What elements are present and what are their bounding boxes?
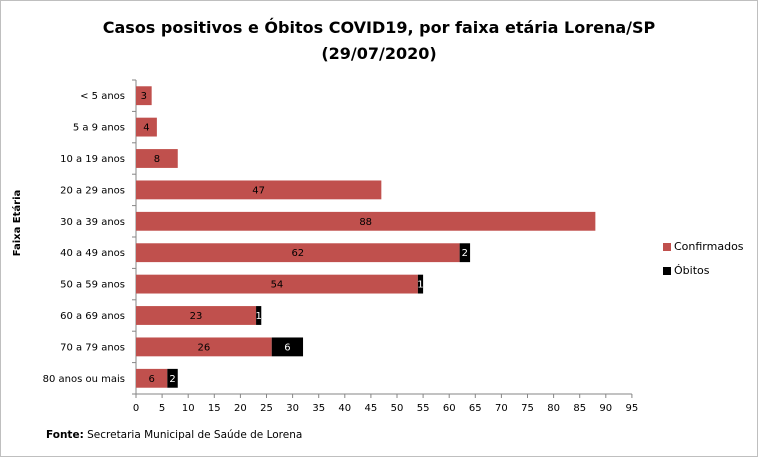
bar-obitos xyxy=(417,274,424,294)
x-tick-label: 35 xyxy=(312,403,325,414)
data-label-obitos: 1 xyxy=(417,280,423,291)
y-tick-label: < 5 anos xyxy=(80,91,125,102)
chart-subtitle-date: (29/07/2020) xyxy=(321,44,437,63)
data-label-obitos: 6 xyxy=(284,342,290,353)
x-tick-label: 80 xyxy=(547,403,560,414)
x-tick-label: 70 xyxy=(495,403,508,414)
x-tick-label: 40 xyxy=(338,403,351,414)
legend-swatch-obitos xyxy=(663,266,671,275)
x-tick-label: 25 xyxy=(260,403,273,414)
x-tick-label: 45 xyxy=(365,403,378,414)
legend-label-obitos: Óbitos xyxy=(674,264,710,277)
y-tick-label: 60 a 69 anos xyxy=(60,311,125,322)
bar-obitos xyxy=(459,243,471,263)
y-tick-label: 30 a 39 anos xyxy=(60,217,125,228)
x-tick-label: 75 xyxy=(521,403,534,414)
data-label-confirmados: 54 xyxy=(271,280,284,291)
source-note: Fonte: Secretaria Municipal de Saúde de … xyxy=(46,429,302,441)
source-text: Secretaria Municipal de Saúde de Lorena xyxy=(83,429,303,441)
x-tick-label: 5 xyxy=(159,403,165,414)
bar-confirmados xyxy=(136,180,382,200)
bar-confirmados xyxy=(136,117,157,137)
legend-item-confirmados: Confirmados xyxy=(663,240,744,253)
x-tick-label: 65 xyxy=(469,403,482,414)
data-label-confirmados: 26 xyxy=(197,342,210,353)
bar-obitos xyxy=(271,337,304,357)
bar-confirmados xyxy=(136,243,460,263)
bar-confirmados xyxy=(136,211,596,231)
y-tick-label: 80 anos ou mais xyxy=(43,374,125,385)
data-label-confirmados: 4 xyxy=(143,123,149,134)
data-label-obitos: 1 xyxy=(255,311,261,322)
legend-label-confirmados: Confirmados xyxy=(674,240,744,253)
x-tick-label: 90 xyxy=(599,403,612,414)
x-tick-label: 60 xyxy=(443,403,456,414)
legend-swatch-confirmados xyxy=(663,242,671,251)
x-tick-label: 10 xyxy=(182,403,195,414)
y-tick-label: 50 a 59 anos xyxy=(60,280,125,291)
data-label-confirmados: 88 xyxy=(359,217,372,228)
y-tick-label: 70 a 79 anos xyxy=(60,342,125,353)
bar-obitos xyxy=(256,306,262,325)
y-tick-label: 20 a 29 anos xyxy=(60,185,125,196)
data-label-confirmados: 8 xyxy=(154,154,160,165)
y-axis-label: Faixa Etária xyxy=(12,189,23,257)
legend-item-obitos: Óbitos xyxy=(663,264,709,277)
x-tick-label: 15 xyxy=(208,403,221,414)
y-tick-label: 40 a 49 anos xyxy=(60,248,125,259)
bar-confirmados xyxy=(136,368,168,388)
x-tick-label: 20 xyxy=(234,403,247,414)
y-tick-label: 10 a 19 anos xyxy=(60,154,125,165)
x-tick-label: 55 xyxy=(417,403,430,414)
x-tick-label: 0 xyxy=(133,403,139,414)
bar-confirmados xyxy=(136,86,152,106)
data-label-confirmados: 47 xyxy=(252,185,265,196)
bar-confirmados xyxy=(136,337,272,357)
data-label-obitos: 2 xyxy=(462,248,468,259)
chart-title: Casos positivos e Óbitos COVID19, por fa… xyxy=(102,18,656,37)
data-label-obitos: 2 xyxy=(169,374,175,385)
x-tick-label: 85 xyxy=(573,403,586,414)
data-label-confirmados: 62 xyxy=(291,248,304,259)
x-tick-label: 95 xyxy=(626,403,639,414)
data-label-confirmados: 3 xyxy=(141,91,147,102)
source-label: Fonte: xyxy=(46,429,84,441)
bar-obitos xyxy=(167,368,178,388)
data-label-confirmados: 6 xyxy=(148,374,154,385)
bar-confirmados xyxy=(136,149,178,168)
bar-confirmados xyxy=(136,274,418,294)
bar-confirmados xyxy=(136,306,257,325)
data-label-confirmados: 23 xyxy=(190,311,203,322)
x-tick-label: 50 xyxy=(391,403,404,414)
x-tick-label: 30 xyxy=(286,403,299,414)
y-tick-label: 5 a 9 anos xyxy=(73,123,125,134)
